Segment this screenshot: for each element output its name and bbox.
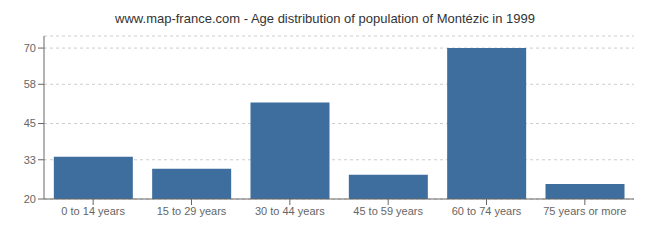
svg-text:45 to 59 years: 45 to 59 years: [353, 205, 423, 217]
svg-text:75 years or more: 75 years or more: [543, 205, 626, 217]
svg-text:45: 45: [24, 117, 36, 129]
svg-text:30 to 44 years: 30 to 44 years: [255, 205, 325, 217]
svg-text:33: 33: [24, 154, 36, 166]
svg-text:60 to 74 years: 60 to 74 years: [452, 205, 522, 217]
svg-text:15 to 29 years: 15 to 29 years: [157, 205, 227, 217]
svg-text:20: 20: [24, 193, 36, 205]
svg-text:58: 58: [24, 78, 36, 90]
svg-text:0 to 14 years: 0 to 14 years: [61, 205, 125, 217]
html-text:www.map-france.com - Age distr: www.map-france.com - Age distribution of…: [115, 11, 535, 26]
svg-text:70: 70: [24, 42, 36, 54]
